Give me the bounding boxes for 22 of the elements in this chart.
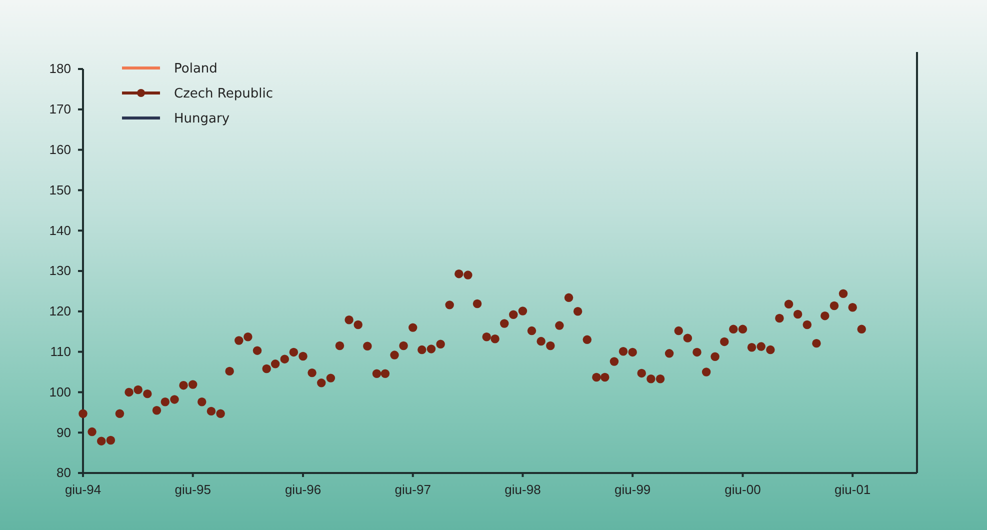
y-tick-label: 150 (49, 182, 71, 198)
y-tick-label: 160 (49, 142, 71, 157)
y-tick-label: 100 (49, 384, 71, 400)
y-tick-label: 140 (49, 222, 71, 238)
legend-label: Poland (174, 62, 218, 77)
y-tick-label: 180 (49, 61, 71, 76)
y-tick-label: 130 (49, 263, 71, 278)
x-tick-label: giu-01 (834, 482, 871, 497)
y-tick-label: 110 (50, 344, 71, 359)
y-tick-label: 120 (49, 304, 71, 319)
y-tick-label: 80 (56, 465, 71, 480)
x-tick-label: giu-00 (724, 482, 761, 497)
legend-label: Czech Republic (174, 86, 273, 102)
x-tick-label: giu-96 (284, 482, 322, 497)
y-tick-label: 90 (56, 424, 71, 440)
x-tick-label: giu-98 (504, 482, 541, 497)
x-tick-label: giu-97 (394, 482, 431, 497)
x-tick-label: giu-95 (174, 482, 211, 497)
legend-label: Hungary (174, 112, 230, 127)
x-tick-label: giu-94 (64, 482, 102, 497)
y-tick-label: 170 (49, 102, 71, 117)
x-tick-label: giu-99 (614, 482, 651, 497)
